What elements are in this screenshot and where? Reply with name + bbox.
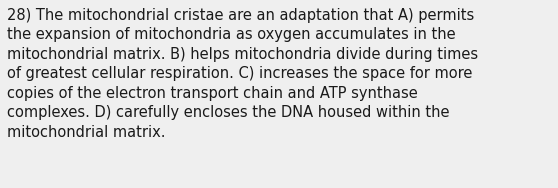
Text: 28) The mitochondrial cristae are an adaptation that A) permits
the expansion of: 28) The mitochondrial cristae are an ada… [7,8,478,140]
